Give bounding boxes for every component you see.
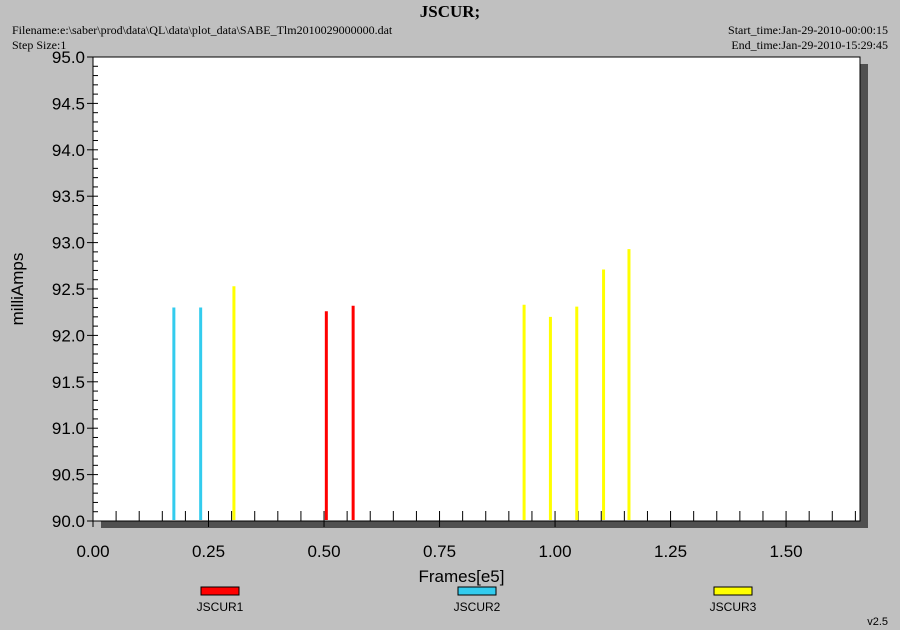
x-tick-label: 1.00 (539, 542, 572, 561)
y-tick-label: 90.0 (52, 512, 85, 531)
legend-swatch-jscur2 (457, 586, 497, 596)
x-tick-label: 0.50 (307, 542, 340, 561)
y-tick-label: 94.5 (52, 94, 85, 113)
y-tick-label: 92.5 (52, 280, 85, 299)
x-tick-label: 0.25 (192, 542, 225, 561)
y-axis-label: milliAmps (8, 253, 27, 326)
plot-area (92, 56, 861, 522)
legend-swatch-jscur3 (713, 586, 753, 596)
version-label: v2.5 (867, 616, 888, 628)
y-tick-label: 91.0 (52, 419, 85, 438)
x-axis-label: Frames[e5] (419, 567, 505, 586)
legend-label-jscur3: JSCUR3 (710, 600, 757, 614)
filename-label: Filename:e:\saber\prod\data\QL\data\plot… (12, 23, 393, 37)
y-tick-label: 93.5 (52, 187, 85, 206)
end-time-label: End_time:Jan-29-2010-15:29:45 (731, 38, 888, 52)
x-tick-label: 1.25 (654, 542, 687, 561)
chart-title: JSCUR; (419, 2, 481, 21)
x-tick-label: 0.00 (76, 542, 109, 561)
y-tick-label: 91.5 (52, 373, 85, 392)
y-tick-label: 90.5 (52, 466, 85, 485)
legend-label-jscur1: JSCUR1 (197, 600, 244, 614)
y-tick-label: 95.0 (52, 48, 85, 67)
x-tick-label: 1.50 (770, 542, 803, 561)
x-tick-label: 0.75 (423, 542, 456, 561)
y-tick-label: 93.0 (52, 234, 85, 253)
y-tick-label: 94.0 (52, 141, 85, 160)
legend-swatch-jscur1 (200, 586, 240, 596)
legend-label-jscur2: JSCUR2 (454, 600, 501, 614)
step-size-label: Step Size:1 (12, 38, 67, 52)
y-tick-label: 92.0 (52, 326, 85, 345)
start-time-label: Start_time:Jan-29-2010-00:00:15 (728, 23, 888, 37)
